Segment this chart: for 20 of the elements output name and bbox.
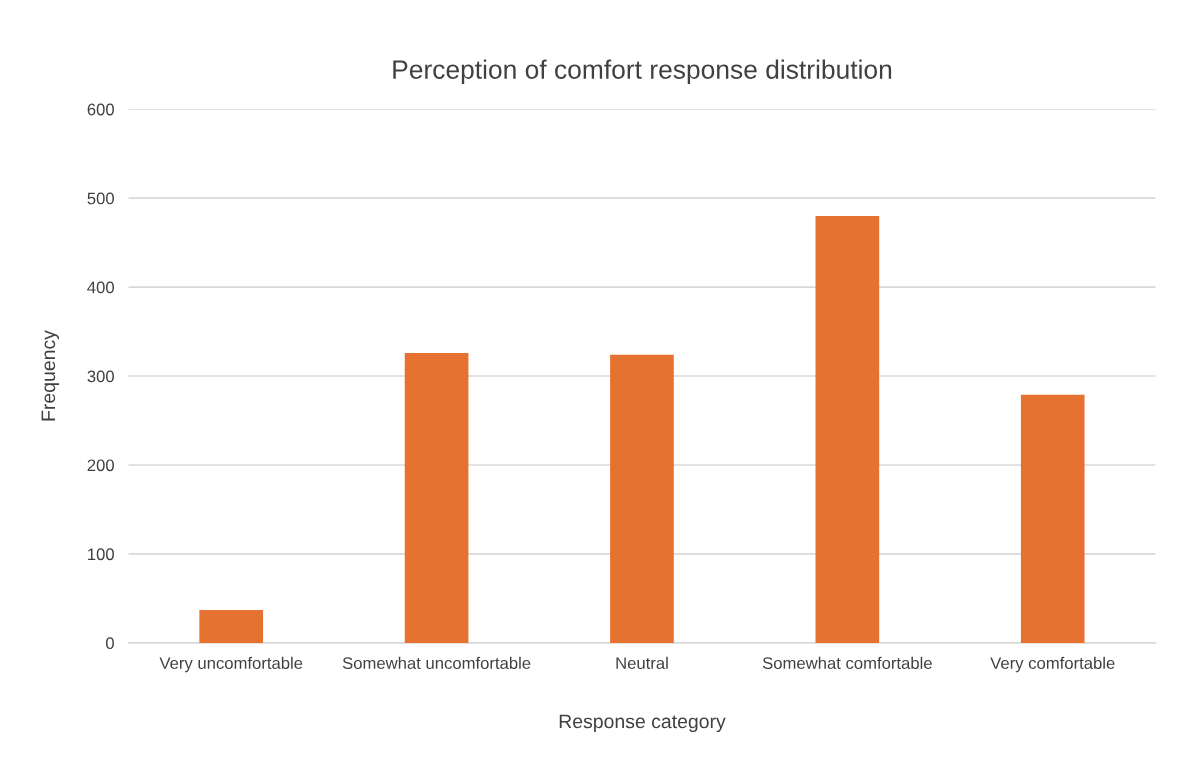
x-tick-label: Very comfortable [990, 656, 1115, 673]
y-axis-title: Frequency [41, 330, 60, 421]
y-tick-label: 200 [87, 459, 114, 472]
y-tick-label: 400 [87, 281, 114, 294]
y-tick-label: 100 [88, 548, 114, 561]
bar [404, 352, 469, 643]
bar [815, 215, 880, 643]
x-tick-label: Neutral [616, 656, 668, 670]
y-tick-label: 500 [87, 192, 114, 205]
bar [199, 609, 264, 643]
y-tick-label: 0 [106, 637, 114, 650]
y-tick-label: 300 [87, 370, 114, 383]
chart-title: Perception of comfort response distribution [393, 59, 892, 85]
x-tick-label: Somewhat comfortable [762, 656, 932, 670]
bar [1020, 394, 1085, 643]
x-tick-label: Very uncomfortable [159, 656, 303, 673]
x-tick-label: Somewhat uncomfortable [342, 656, 531, 670]
y-tick-label: 600 [87, 103, 114, 116]
bar [610, 354, 674, 643]
x-axis-title: Response category [559, 714, 726, 733]
